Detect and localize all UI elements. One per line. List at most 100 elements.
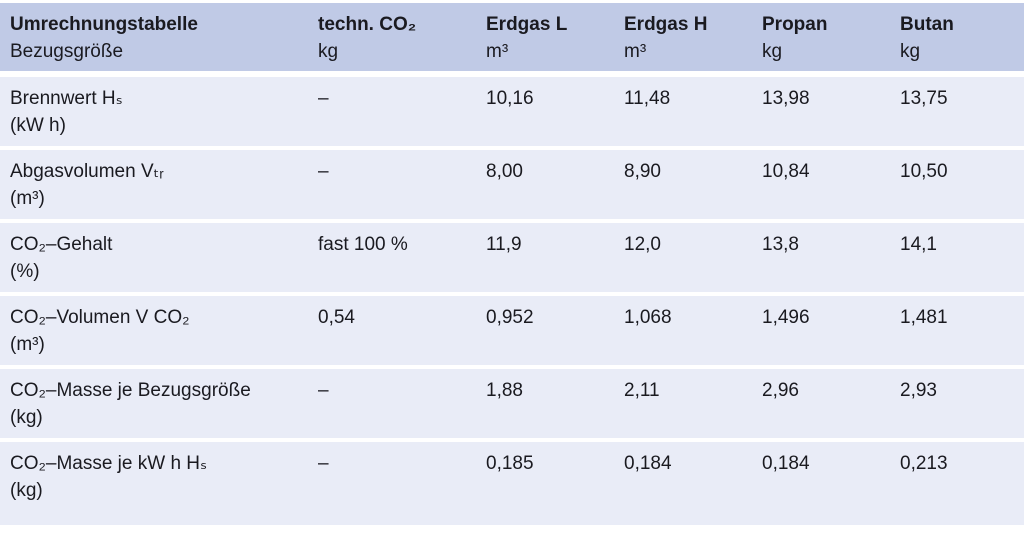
- column-name: Erdgas H: [624, 14, 708, 35]
- row-header-subtitle: Bezugsgröße: [10, 41, 124, 62]
- row-label: CO₂–Gehalt: [10, 234, 113, 255]
- cell-value: 8,00: [486, 161, 523, 182]
- cell-value: –: [318, 453, 329, 474]
- row-label: CO₂–Masse je kW h Hₛ: [10, 453, 208, 474]
- value-cell: 0,184: [752, 442, 890, 525]
- row-label-cell: CO₂–Gehalt (%): [0, 223, 308, 292]
- row-label-cell: CO₂–Masse je Bezugsgröße (kg): [0, 369, 308, 438]
- row-label: Abgasvolumen Vₜᵣ: [10, 161, 164, 182]
- row-unit: (kg): [10, 407, 43, 428]
- cell-value: –: [318, 88, 329, 109]
- value-cell: fast 100 %: [308, 223, 476, 292]
- row-unit: (%): [10, 261, 40, 282]
- cell-value: 1,481: [900, 307, 948, 328]
- cell-value: 11,48: [624, 88, 671, 109]
- cell-value: 2,93: [900, 380, 937, 401]
- cell-value: 2,96: [762, 380, 799, 401]
- value-cell: 14,1: [890, 223, 1024, 292]
- column-name: Butan: [900, 14, 954, 35]
- value-cell: 10,16: [476, 77, 614, 146]
- value-cell: 0,213: [890, 442, 1024, 525]
- table-title: Umrechnungstabelle: [10, 14, 198, 35]
- row-unit: (kg): [10, 480, 43, 501]
- column-unit: m³: [486, 41, 509, 62]
- conversion-table: Umrechnungstabelle Bezugsgröße techn. CO…: [0, 3, 1024, 525]
- table-row: Abgasvolumen Vₜᵣ (m³) – 8,00 8,90 10,84 10,50: [0, 150, 1024, 219]
- value-cell: –: [308, 77, 476, 146]
- cell-value: 2,11: [624, 380, 660, 401]
- cell-value: 13,98: [762, 88, 810, 109]
- row-unit: (m³): [10, 188, 45, 209]
- column-name: techn. CO₂: [318, 14, 417, 35]
- row-label: CO₂–Volumen V CO₂: [10, 307, 190, 328]
- value-cell: –: [308, 442, 476, 525]
- cell-value: 0,213: [900, 453, 948, 474]
- value-cell: 13,75: [890, 77, 1024, 146]
- cell-value: 0,184: [762, 453, 810, 474]
- row-unit: (m³): [10, 334, 45, 355]
- header-column-cell: Butan kg: [890, 3, 1024, 71]
- cell-value: 0,185: [486, 453, 534, 474]
- header-column-cell: techn. CO₂ kg: [308, 3, 476, 71]
- column-unit: kg: [900, 41, 921, 62]
- cell-value: 0,184: [624, 453, 672, 474]
- value-cell: 0,54: [308, 296, 476, 365]
- cell-value: 14,1: [900, 234, 937, 255]
- row-label: Brennwert Hₛ: [10, 88, 123, 109]
- cell-value: 1,496: [762, 307, 810, 328]
- cell-value: 0,54: [318, 307, 355, 328]
- header-column-cell: Propan kg: [752, 3, 890, 71]
- cell-value: fast 100 %: [318, 234, 408, 255]
- header-column-cell: Erdgas H m³: [614, 3, 752, 71]
- value-cell: 2,93: [890, 369, 1024, 438]
- cell-value: –: [318, 161, 329, 182]
- value-cell: 1,481: [890, 296, 1024, 365]
- value-cell: 1,88: [476, 369, 614, 438]
- value-cell: 1,496: [752, 296, 890, 365]
- value-cell: –: [308, 150, 476, 219]
- cell-value: –: [318, 380, 329, 401]
- table-row: CO₂–Masse je kW h Hₛ (kg) – 0,185 0,184 0,184…: [0, 442, 1024, 525]
- value-cell: –: [308, 369, 476, 438]
- row-label-cell: Brennwert Hₛ (kW h): [0, 77, 308, 146]
- table-body: Brennwert Hₛ (kW h) – 10,16 11,48 13,98 13,75 A…: [0, 77, 1024, 525]
- table-row: Brennwert Hₛ (kW h) – 10,16 11,48 13,98 13,75: [0, 77, 1024, 146]
- cell-value: 1,068: [624, 307, 672, 328]
- value-cell: 12,0: [614, 223, 752, 292]
- cell-value: 12,0: [624, 234, 661, 255]
- table-row: CO₂–Gehalt (%) fast 100 % 11,9 12,0 13,8 14,1: [0, 223, 1024, 292]
- cell-value: 0,952: [486, 307, 534, 328]
- table-header-row: Umrechnungstabelle Bezugsgröße techn. CO…: [0, 3, 1024, 71]
- cell-value: 10,16: [486, 88, 534, 109]
- value-cell: 11,9: [476, 223, 614, 292]
- value-cell: 8,90: [614, 150, 752, 219]
- value-cell: 2,11: [614, 369, 752, 438]
- header-column-cell: Erdgas L m³: [476, 3, 614, 71]
- cell-value: 1,88: [486, 380, 523, 401]
- row-label-cell: CO₂–Masse je kW h Hₛ (kg): [0, 442, 308, 525]
- row-label: CO₂–Masse je Bezugsgröße: [10, 380, 251, 401]
- value-cell: 10,50: [890, 150, 1024, 219]
- cell-value: 13,8: [762, 234, 799, 255]
- value-cell: 11,48: [614, 77, 752, 146]
- row-label-cell: Abgasvolumen Vₜᵣ (m³): [0, 150, 308, 219]
- cell-value: 13,75: [900, 88, 948, 109]
- row-label-cell: CO₂–Volumen V CO₂ (m³): [0, 296, 308, 365]
- column-name: Erdgas L: [486, 14, 568, 35]
- value-cell: 13,98: [752, 77, 890, 146]
- value-cell: 8,00: [476, 150, 614, 219]
- row-unit: (kW h): [10, 115, 66, 136]
- value-cell: 0,185: [476, 442, 614, 525]
- column-unit: m³: [624, 41, 647, 62]
- column-unit: kg: [762, 41, 783, 62]
- column-unit: kg: [318, 41, 339, 62]
- value-cell: 2,96: [752, 369, 890, 438]
- value-cell: 0,952: [476, 296, 614, 365]
- value-cell: 0,184: [614, 442, 752, 525]
- cell-value: 10,50: [900, 161, 948, 182]
- cell-value: 8,90: [624, 161, 661, 182]
- cell-value: 11,9: [486, 234, 522, 255]
- row-header-cell: Umrechnungstabelle Bezugsgröße: [0, 3, 308, 71]
- cell-value: 10,84: [762, 161, 810, 182]
- table-row: CO₂–Masse je Bezugsgröße (kg) – 1,88 2,11 2,9…: [0, 369, 1024, 438]
